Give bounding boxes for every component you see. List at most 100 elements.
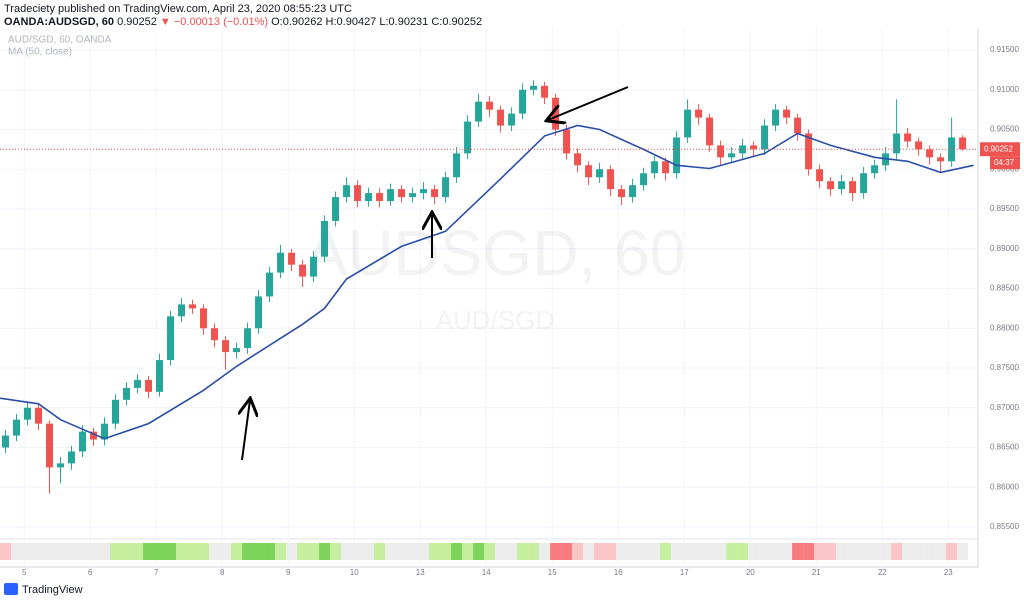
indicator-cell	[44, 543, 56, 560]
indicator-cell	[11, 543, 23, 560]
candle-body	[145, 379, 153, 392]
candle-body	[299, 264, 307, 277]
last-price: 0.90252	[117, 16, 157, 28]
candle-body	[783, 109, 791, 118]
candle-body	[475, 101, 483, 122]
indicator-cell	[572, 543, 584, 560]
candle-body	[684, 109, 692, 138]
candle-body	[222, 340, 230, 353]
indicator-cell	[99, 543, 111, 560]
indicator-cell	[660, 543, 672, 560]
indicator-cell	[220, 543, 232, 560]
countdown: 04:37	[994, 158, 1015, 167]
y-tick-label: 0.86000	[990, 482, 1019, 491]
indicator-cell	[627, 543, 639, 560]
indicator-cell	[187, 543, 199, 560]
indicator-cell	[308, 543, 320, 560]
candle-body	[453, 153, 461, 178]
candle-body	[156, 360, 164, 392]
indicator-cell	[143, 543, 155, 560]
y-tick-label: 0.87000	[990, 403, 1019, 412]
candle-body	[486, 101, 494, 110]
indicator-cell	[682, 543, 694, 560]
indicator-cell	[737, 543, 749, 560]
y-tick-label: 0.88500	[990, 284, 1019, 293]
candle-body	[409, 193, 417, 198]
indicator-cell	[792, 543, 804, 560]
footer: TradingView	[22, 584, 83, 596]
y-tick-label: 0.91000	[990, 85, 1019, 94]
x-tick-label: 9	[286, 568, 291, 577]
candle-body	[926, 149, 934, 158]
price-label: 0.90252	[984, 144, 1013, 153]
indicator-cell	[957, 543, 969, 560]
candle-body	[530, 85, 538, 90]
candle-body	[354, 185, 362, 202]
candle-body	[805, 133, 813, 170]
candle-body	[662, 161, 670, 174]
indicator-cell	[924, 543, 936, 560]
indicator-cell	[363, 543, 375, 560]
indicator-cell	[154, 543, 166, 560]
indicator-cell	[550, 543, 562, 560]
watermark: AUDSGD, 60	[305, 217, 686, 289]
indicator-cell	[374, 543, 386, 560]
candle-body	[233, 348, 241, 353]
indicator-cell	[935, 543, 947, 560]
candle-body	[596, 169, 604, 178]
candle-body	[497, 109, 505, 126]
y-tick-label: 0.89500	[990, 204, 1019, 213]
indicator-cell	[616, 543, 628, 560]
indicator-cell	[605, 543, 617, 560]
indicator-cell	[583, 543, 595, 560]
marks: 0.85500 0.86000 0.86500 0.87000 0.87500 0.880…	[0, 45, 1020, 577]
x-tick-label: 7	[154, 568, 159, 577]
indicator-cell	[132, 543, 144, 560]
indicator-cell	[715, 543, 727, 560]
indicator-cell	[297, 543, 309, 560]
candle-body	[717, 145, 725, 158]
indicator-cell	[638, 543, 650, 560]
indicator-cell	[726, 543, 738, 560]
y-tick-label: 0.91500	[990, 45, 1019, 54]
candle-body	[288, 252, 296, 265]
indicator-cell	[66, 543, 78, 560]
y-tick-label: 0.88000	[990, 323, 1019, 332]
indicator-cell	[671, 543, 683, 560]
candle-body	[46, 423, 54, 468]
indicator-cell	[913, 543, 925, 560]
indicator-cell	[55, 543, 67, 560]
candle-body	[442, 177, 450, 198]
indicator-cell	[484, 543, 496, 560]
candle-body	[904, 133, 912, 142]
candle-body	[739, 145, 747, 154]
y-tick-label: 0.90500	[990, 125, 1019, 134]
candle-body	[189, 304, 197, 309]
candle-body	[57, 463, 65, 468]
candle-body	[79, 431, 87, 452]
indicator-cell	[803, 543, 815, 560]
indicator-cell	[473, 543, 485, 560]
candle-body	[244, 328, 252, 349]
candle-body	[13, 419, 21, 436]
x-tick-label: 10	[350, 568, 359, 577]
annotation-arrow	[242, 400, 250, 461]
candle-body	[673, 137, 681, 174]
indicator-cell	[770, 543, 782, 560]
indicator-cell	[231, 543, 243, 560]
candle-body	[508, 113, 516, 126]
grid	[0, 28, 978, 567]
indicator-cell	[352, 543, 364, 560]
ma-line	[0, 124, 974, 440]
indicator-cell	[88, 543, 100, 560]
x-tick-label: 13	[416, 568, 425, 577]
indicator-cell	[704, 543, 716, 560]
indicator-cell	[341, 543, 353, 560]
legend-line: MA (50, close)	[8, 47, 72, 58]
legend-line: AUD/SGD, 60, OANDA	[8, 35, 112, 46]
candle-body	[651, 161, 659, 174]
indicator-cell	[693, 543, 705, 560]
indicator-cell	[517, 543, 529, 560]
